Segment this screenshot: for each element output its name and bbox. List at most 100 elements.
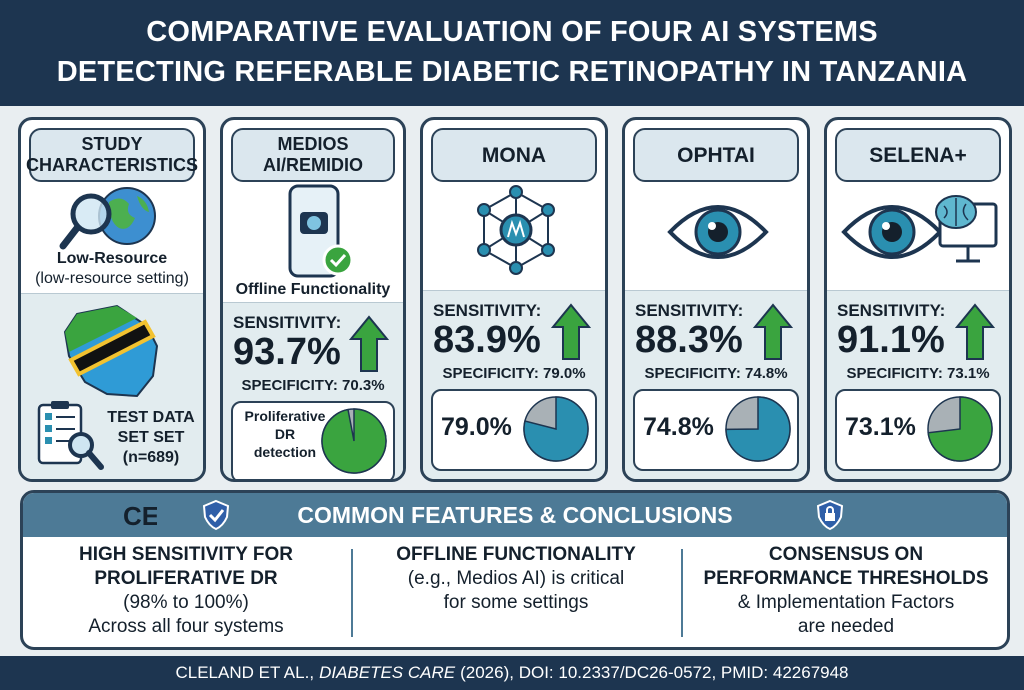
row-mark	[45, 437, 52, 444]
specificity: SPECIFICITY: 70.3%	[241, 377, 385, 394]
pie	[523, 396, 589, 462]
test-data-line: SET SET	[117, 429, 185, 446]
arrow	[753, 303, 793, 360]
pie	[725, 396, 791, 462]
pie-slice	[321, 408, 387, 474]
map-icon	[63, 304, 159, 398]
setting-title: Low-Resource	[56, 250, 168, 267]
sensitivity-value: 88.3%	[635, 319, 743, 361]
clip	[51, 401, 69, 409]
flag-stripe	[68, 319, 156, 377]
handle	[86, 450, 104, 470]
study-panel: TEST DATA SET SET (n=689)	[21, 293, 203, 479]
arrow	[551, 303, 591, 360]
specificity: SPECIFICITY: 74.8%	[644, 365, 788, 382]
up-arrow	[753, 303, 793, 360]
system-name-line: MONA	[481, 143, 547, 167]
brain-fold	[943, 198, 969, 226]
arrow	[955, 303, 995, 360]
conclusion-body: for some settings	[443, 592, 589, 613]
pie-box: 73.1%	[835, 389, 1001, 471]
clipboard-icon	[37, 401, 104, 470]
system-name: MEDIOS AI/REMIDIO	[231, 128, 395, 182]
footer-rest: (2026), DOI: 10.2337/DC26-0572, PMID: 42…	[460, 663, 849, 682]
pie	[927, 396, 993, 462]
flag-green	[65, 306, 137, 352]
glint	[708, 222, 716, 230]
feature: Offline Functionality	[235, 281, 391, 298]
divider	[351, 549, 353, 637]
pie-slice	[523, 396, 589, 462]
pie-label: 74.8%	[643, 413, 714, 441]
node	[509, 185, 523, 199]
conclusions: CE COMMON FEATURES & CONCLUSIONS HIGH SE…	[20, 490, 1010, 650]
node	[541, 243, 555, 257]
system-name: OPHTAI	[633, 128, 799, 182]
node	[477, 243, 491, 257]
pie-caption-line: Proliferative	[244, 408, 326, 424]
sensitivity-value: 83.9%	[433, 319, 541, 361]
conclusion-heading: HIGH SENSITIVITY FOR	[79, 544, 293, 565]
metrics-panel: SENSITIVITY: 93.7% SPECIFICITY: 70.3% Proli…	[223, 302, 403, 479]
conclusion-heading: PROLIFERATIVE DR	[94, 568, 278, 589]
check	[208, 509, 225, 523]
ce-glyph: CE	[123, 501, 157, 531]
check	[329, 253, 347, 268]
conclusions-title: COMMON FEATURES & CONCLUSIONS	[297, 502, 733, 528]
system-name-line: AI/REMIDIO	[262, 155, 363, 175]
hub	[499, 213, 533, 247]
system-name: MONA	[431, 128, 597, 182]
sensitivity-value: 93.7%	[233, 331, 341, 373]
up-arrow	[955, 303, 995, 360]
header: COMPARATIVE EVALUATION OF FOUR AI SYSTEM…	[0, 0, 1024, 106]
conclusion-column: CONSENSUS ON PERFORMANCE THRESHOLDS & Impl…	[683, 543, 1007, 643]
footer-authors: CLELAND ET AL.,	[175, 663, 315, 682]
divider	[681, 549, 683, 637]
handle	[59, 224, 81, 250]
globe-icon	[59, 187, 156, 250]
row-mark	[45, 425, 52, 432]
lock-body	[825, 513, 835, 521]
sensitivity-label: SENSITIVITY:	[233, 313, 342, 332]
conclusions-header: CE COMMON FEATURES & CONCLUSIONS	[23, 493, 1007, 537]
system-name: SELENA+	[835, 128, 1001, 182]
shield-icon	[202, 499, 230, 531]
system-name-line: SELENA+	[869, 143, 967, 167]
lens	[68, 432, 94, 458]
metrics-panel: SENSITIVITY: 88.3% SPECIFICITY: 74.8% 74.8%	[625, 290, 807, 479]
lens	[70, 193, 112, 235]
test-data: TEST DATA SET SET (n=689)	[101, 408, 201, 468]
conclusion-heading: PERFORMANCE THRESHOLDS	[703, 568, 989, 589]
system-icon	[477, 185, 555, 275]
up-arrow	[349, 315, 389, 372]
system-icon	[667, 205, 769, 259]
study-card: STUDY CHARACTERISTICS Low-Resource (low-res…	[18, 117, 206, 482]
conclusion-body: Across all four systems	[88, 616, 284, 637]
pie-label: 73.1%	[845, 413, 916, 441]
shield	[202, 499, 230, 531]
pie-caption: Proliferative DR detection	[237, 407, 333, 461]
title-line: DETECTING REFERABLE DIABETIC RETINOPATHY…	[56, 56, 968, 88]
pie-caption-line: DR	[274, 426, 296, 442]
node	[541, 203, 555, 217]
lens	[307, 216, 321, 230]
system-name-line: MEDIOS	[277, 134, 349, 154]
sensitivity-label: SENSITIVITY:	[433, 301, 542, 320]
footer-journal: DIABETES CARE	[319, 663, 456, 682]
conclusion-heading: OFFLINE FUNCTIONALITY	[396, 544, 636, 565]
pie-slice	[725, 396, 791, 462]
test-data-line: TEST DATA	[107, 409, 195, 426]
lock-icon	[816, 499, 844, 531]
system-icon	[841, 195, 998, 263]
land	[109, 196, 149, 229]
conclusion-body: are needed	[797, 616, 895, 637]
pie-slice	[927, 396, 993, 462]
conclusion-heading: CONSENSUS ON	[768, 544, 924, 565]
test-data-line: (n=689)	[122, 449, 180, 466]
study-title-line: STUDY	[81, 134, 143, 154]
study-title-line: CHARACTERISTICS	[26, 155, 199, 175]
pie-caption-line: detection	[253, 444, 317, 460]
metrics-panel: SENSITIVITY: 91.1% SPECIFICITY: 73.1% 73.1%	[827, 290, 1009, 479]
title-line: COMPARATIVE EVALUATION OF FOUR AI SYSTEM…	[146, 16, 878, 48]
